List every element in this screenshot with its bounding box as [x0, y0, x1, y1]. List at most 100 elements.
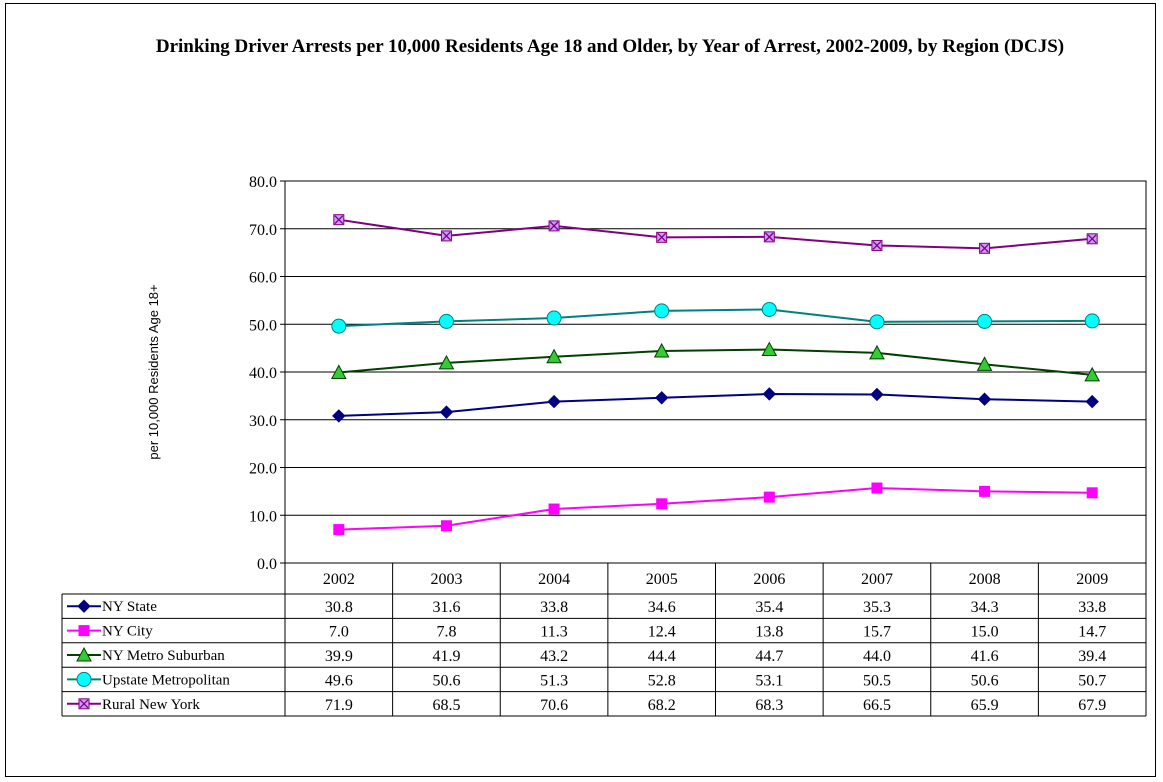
data-label: 68.5: [432, 697, 460, 714]
data-label: 13.8: [755, 624, 783, 641]
data-label: 50.6: [432, 672, 460, 689]
data-label: 33.8: [540, 599, 568, 616]
data-point: [330, 364, 347, 379]
data-point: [1084, 313, 1100, 329]
data-label: 68.3: [755, 697, 783, 714]
table-row: Rural New York 71.9 68.5 70.6 68.2 68.3 66.5 65…: [67, 697, 1106, 714]
series-line-3: [338, 348, 1093, 376]
data-label: 41.9: [432, 648, 460, 665]
data-label: 15.7: [863, 624, 891, 641]
data-label: 7.8: [436, 624, 456, 641]
data-point-cross: [657, 232, 667, 242]
x-category-label: 2008: [969, 571, 1001, 588]
y-tick-label: 50.0: [249, 317, 277, 334]
data-point: [870, 387, 884, 402]
table-row: NY City 7.0 7.8 11.3 12.4 13.8 15.7 15.0 14.7: [67, 624, 1106, 641]
data-label: 70.6: [540, 697, 568, 714]
data-label: 44.0: [863, 648, 891, 665]
y-tick-label: 30.0: [249, 413, 277, 430]
data-label: 15.0: [971, 624, 999, 641]
data-label: 66.5: [863, 697, 891, 714]
data-point: [438, 354, 455, 370]
x-category-label: 2007: [861, 571, 893, 588]
data-point: [656, 498, 668, 510]
legend-series-name: NY State: [102, 599, 157, 615]
data-point: [438, 313, 454, 329]
series-markers: [330, 214, 1101, 536]
x-category-label: 2006: [753, 571, 785, 588]
data-label: 39.4: [1078, 648, 1106, 665]
data-label: 7.0: [329, 624, 349, 641]
table-row: Upstate Metropolitan 49.6 50.6 51.3 52.8 53.1…: [67, 671, 1106, 689]
data-point: [869, 344, 885, 360]
data-label: 44.4: [648, 648, 676, 665]
data-label: 41.6: [971, 648, 999, 665]
data-point: [77, 599, 91, 613]
y-tick-label: 60.0: [249, 270, 277, 287]
series-line-5: [338, 218, 1093, 250]
data-point: [977, 392, 992, 406]
data-label: 50.7: [1078, 672, 1106, 689]
data-point: [1084, 366, 1101, 382]
data-point: [78, 625, 90, 637]
data-point-cross: [441, 231, 451, 241]
chart-title: Drinking Driver Arrests per 10,000 Resid…: [155, 36, 1065, 57]
y-tick-label: 10.0: [249, 508, 277, 525]
data-point-cross: [549, 221, 559, 231]
data-label: 44.7: [755, 648, 783, 665]
data-point: [653, 342, 670, 358]
data-label: 71.9: [325, 697, 353, 714]
data-point: [547, 394, 561, 409]
data-point: [979, 485, 991, 497]
data-label: 30.8: [325, 599, 353, 616]
legend-series-name: NY City: [102, 624, 153, 640]
data-label: 39.9: [325, 648, 353, 665]
data-point: [332, 409, 346, 423]
data-point: [76, 671, 92, 687]
data-point: [977, 313, 993, 329]
data-table: 2002 2003 2004 2005 2006 2007 2008 2009 NY State…: [61, 563, 1147, 717]
data-label: 49.6: [325, 672, 353, 689]
data-label: 43.2: [540, 648, 568, 665]
data-point: [440, 520, 452, 532]
data-point: [76, 646, 92, 662]
data-label: 67.9: [1078, 697, 1106, 714]
x-category-label: 2009: [1076, 571, 1108, 588]
data-label: 11.3: [540, 624, 567, 641]
data-point-cross: [764, 232, 774, 242]
data-label: 53.1: [755, 672, 783, 689]
data-point: [1086, 487, 1098, 499]
y-axis-label: per 10,000 Residents Age 18+: [146, 284, 161, 459]
data-point: [869, 314, 885, 330]
data-label: 33.8: [1078, 599, 1106, 616]
x-category-label: 2004: [538, 571, 570, 588]
data-point: [546, 348, 562, 364]
data-label: 50.5: [863, 672, 891, 689]
y-tick-label: 70.0: [249, 222, 277, 239]
x-category-label: 2005: [646, 571, 678, 588]
data-point: [331, 318, 347, 334]
data-label: 31.6: [432, 599, 460, 616]
data-label: 34.3: [971, 599, 999, 616]
series-lines: [338, 218, 1093, 531]
data-point: [976, 356, 993, 371]
x-category-label: 2003: [430, 571, 462, 588]
x-category-label: 2002: [323, 571, 355, 588]
data-point-cross: [1087, 234, 1097, 244]
gridlines: [280, 180, 1147, 564]
series-line-4: [338, 308, 1093, 328]
data-label: 35.4: [755, 599, 783, 616]
data-point: [546, 310, 562, 326]
data-point: [333, 524, 345, 536]
legend-series-name: NY Metro Suburban: [102, 648, 225, 664]
data-point: [654, 303, 670, 319]
data-label: 34.6: [648, 599, 676, 616]
data-point-cross: [980, 243, 990, 253]
data-label: 50.6: [971, 672, 999, 689]
data-point: [761, 301, 777, 317]
data-label: 65.9: [971, 697, 999, 714]
y-tick-label: 20.0: [249, 461, 277, 478]
data-point: [761, 341, 778, 357]
data-label: 52.8: [648, 672, 676, 689]
